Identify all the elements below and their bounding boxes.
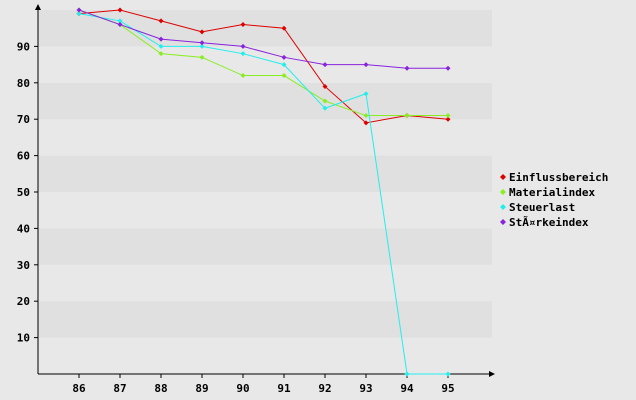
- x-axis-arrow: [489, 371, 495, 377]
- legend-marker: [500, 204, 506, 210]
- y-tick-label: 20: [17, 295, 30, 308]
- grid-band: [38, 10, 492, 47]
- data-point-steuerlast: [404, 371, 410, 377]
- data-point-st-rkeindex: [240, 43, 246, 49]
- data-point-steuerlast: [117, 18, 123, 24]
- grid-band: [38, 192, 492, 229]
- x-tick-label: 87: [113, 382, 126, 395]
- y-tick-label: 30: [17, 259, 30, 272]
- x-tick-label: 89: [195, 382, 208, 395]
- legend-label: Steuerlast: [509, 201, 575, 214]
- x-tick-label: 95: [441, 382, 454, 395]
- data-point-steuerlast: [76, 11, 82, 17]
- data-point-st-rkeindex: [76, 7, 82, 13]
- series-line-einflussbereich: [78, 9, 449, 124]
- series-line-steuerlast: [78, 13, 448, 375]
- x-tick-label: 94: [400, 382, 414, 395]
- data-point-einflussbereich: [322, 83, 328, 89]
- legend-label: Einflussbereich: [509, 171, 608, 184]
- legend-label: Materialindex: [509, 186, 595, 199]
- legend-marker: [500, 219, 506, 225]
- data-point-st-rkeindex: [322, 62, 328, 68]
- data-point-steuerlast: [199, 43, 205, 49]
- grid-band: [38, 337, 492, 374]
- data-point-einflussbereich: [117, 7, 123, 13]
- legend-marker: [500, 174, 506, 180]
- grid-band: [38, 264, 492, 302]
- x-tick-label: 93: [359, 382, 372, 395]
- data-point-st-rkeindex: [404, 65, 410, 71]
- data-point-st-rkeindex: [117, 22, 123, 28]
- data-point-einflussbereich: [199, 29, 205, 35]
- grid-band: [38, 119, 492, 156]
- data-point-st-rkeindex: [363, 62, 369, 68]
- data-point-steuerlast: [363, 91, 369, 97]
- legend-label: StÃ¤rkeindex: [509, 216, 589, 229]
- data-point-materialindex: [445, 113, 451, 119]
- y-tick-label: 50: [17, 186, 30, 199]
- data-point-steuerlast: [445, 371, 451, 377]
- data-point-materialindex: [281, 73, 287, 79]
- grid-band: [38, 301, 492, 338]
- data-point-st-rkeindex: [158, 36, 164, 42]
- data-point-st-rkeindex: [445, 65, 451, 71]
- series-line-materialindex: [78, 9, 448, 117]
- data-point-steuerlast: [240, 51, 246, 57]
- y-tick-label: 10: [17, 332, 30, 345]
- x-tick-label: 88: [154, 382, 167, 395]
- data-point-einflussbereich: [281, 25, 287, 31]
- x-tick-label: 91: [277, 382, 291, 395]
- data-point-einflussbereich: [445, 116, 451, 122]
- grid-band: [38, 155, 492, 192]
- data-point-materialindex: [322, 98, 328, 104]
- y-tick-label: 40: [17, 222, 30, 235]
- data-point-steuerlast: [281, 62, 287, 68]
- y-tick-label: 70: [17, 113, 30, 126]
- data-point-materialindex: [158, 51, 164, 57]
- y-tick-label: 80: [17, 77, 30, 90]
- y-axis-arrow: [35, 4, 41, 10]
- data-point-st-rkeindex: [281, 54, 287, 60]
- y-tick-label: 60: [17, 150, 30, 163]
- data-point-einflussbereich: [240, 22, 246, 28]
- data-point-steuerlast: [322, 105, 328, 111]
- series-line-st-rkeindex: [78, 9, 448, 69]
- x-tick-label: 86: [72, 382, 86, 395]
- data-point-materialindex: [199, 54, 205, 60]
- grid-band: [38, 82, 492, 120]
- legend-marker: [500, 189, 506, 195]
- data-point-einflussbereich: [363, 120, 369, 126]
- data-point-materialindex: [363, 113, 369, 119]
- data-point-steuerlast: [158, 43, 164, 49]
- data-point-st-rkeindex: [199, 40, 205, 46]
- x-tick-label: 90: [236, 382, 249, 395]
- y-tick-label: 90: [17, 40, 30, 53]
- data-point-materialindex: [240, 73, 246, 79]
- data-point-einflussbereich: [158, 18, 164, 24]
- data-point-materialindex: [404, 113, 410, 119]
- grid-band: [38, 228, 492, 265]
- x-tick-label: 92: [318, 382, 331, 395]
